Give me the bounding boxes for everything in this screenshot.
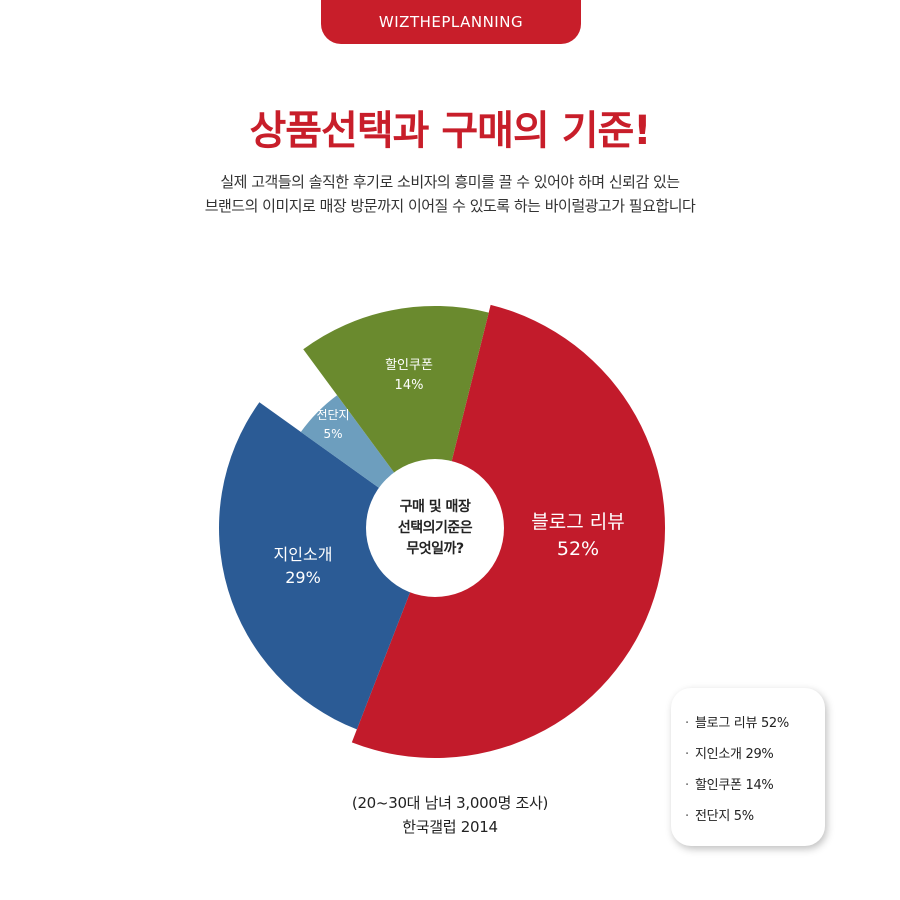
page-title: 상품선택과 구매의 기준!: [249, 108, 651, 154]
center-line-1: 구매 및 매장: [399, 498, 471, 515]
slice-value: 14%: [394, 378, 424, 393]
slice-referral: [219, 402, 435, 730]
source-line-2: 한국갤럽 2014: [402, 818, 498, 836]
chart-legend: · 블로그 리뷰 52% · 지인소개 29% · 할인쿠폰 14% · 전단지 5%: [671, 688, 825, 846]
slice-name: 전단지: [316, 408, 350, 422]
brand-tab: WIZTHEPLANNING: [321, 0, 581, 44]
slice-name: 블로그 리뷰: [531, 511, 625, 533]
bullet-icon: ·: [685, 747, 689, 762]
bullet-icon: ·: [685, 716, 689, 731]
chart-center-label: 구매 및 매장 선택의기준은 무엇일까?: [366, 459, 504, 597]
bullet-icon: ·: [685, 778, 689, 793]
slice-label-flyer: 전단지 5%: [316, 406, 349, 444]
source-line-1: (20~30대 남녀 3,000명 조사): [351, 794, 549, 812]
slice-label-referral: 지인소개 29%: [274, 543, 333, 589]
slice-value: 29%: [285, 568, 321, 587]
legend-item: · 블로그 리뷰 52%: [685, 708, 825, 739]
slice-value: 52%: [556, 538, 600, 560]
bullet-icon: ·: [685, 809, 689, 824]
center-line-3: 무엇일까?: [406, 540, 464, 557]
legend-item: · 할인쿠폰 14%: [685, 770, 825, 801]
slice-value: 5%: [323, 427, 343, 441]
slice-name: 할인쿠폰: [385, 358, 433, 373]
subtitle-line-1: 실제 고객들의 솔직한 후기로 소비자의 흥미를 끌 수 있어야 하며 신뢰감 …: [220, 173, 680, 191]
legend-label: 블로그 리뷰 52%: [695, 716, 789, 731]
legend-label: 할인쿠폰 14%: [695, 778, 774, 793]
legend-label: 전단지 5%: [695, 809, 754, 824]
page-subtitle: 실제 고객들의 솔직한 후기로 소비자의 흥미를 끌 수 있어야 하며 신뢰감 …: [0, 170, 900, 218]
subtitle-line-2: 브랜드의 이미지로 매장 방문까지 이어질 수 있도록 하는 바이럴광고가 필요…: [204, 197, 696, 215]
legend-item: · 전단지 5%: [685, 801, 825, 832]
center-line-2: 선택의기준은: [397, 519, 473, 536]
slice-label-blog-review: 블로그 리뷰 52%: [531, 509, 624, 563]
slice-blog-review: [351, 304, 666, 759]
legend-label: 지인소개 29%: [695, 747, 774, 762]
legend-item: · 지인소개 29%: [685, 739, 825, 770]
survey-source: (20~30대 남녀 3,000명 조사) 한국갤럽 2014: [300, 791, 600, 839]
slice-label-coupon: 할인쿠폰 14%: [385, 356, 433, 396]
slice-name: 지인소개: [273, 545, 333, 564]
